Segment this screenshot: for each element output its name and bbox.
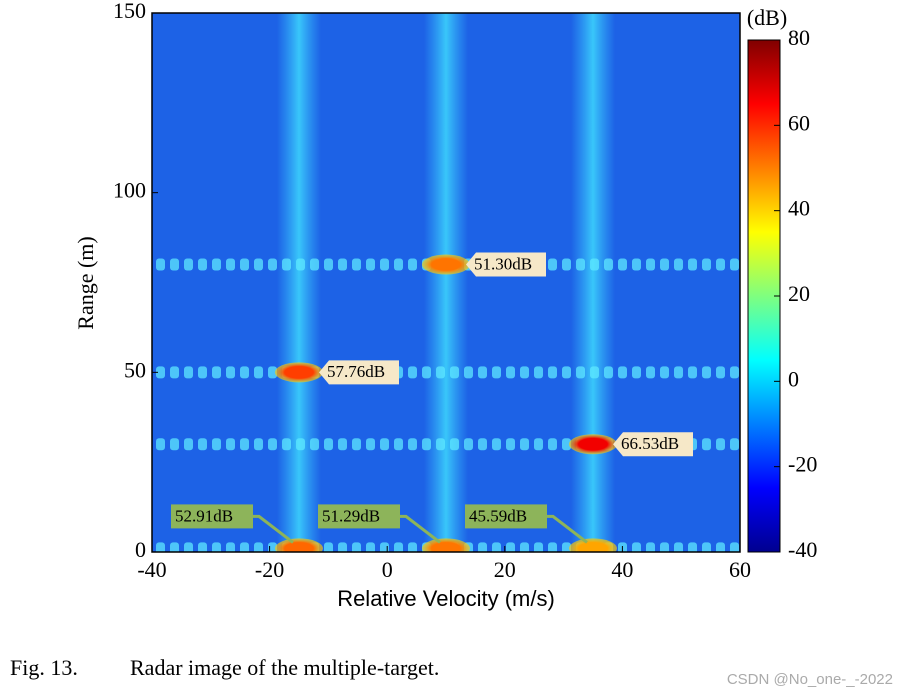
heatmap xyxy=(152,13,740,552)
colorbar-tick-label: 40 xyxy=(788,196,810,221)
plot-frame xyxy=(151,12,741,553)
label-arrow xyxy=(253,514,294,544)
label-box xyxy=(171,504,253,529)
value-label: 51.29dB xyxy=(322,506,380,525)
label-box xyxy=(613,432,693,457)
label-arrow xyxy=(547,514,588,544)
value-label: 66.53dB xyxy=(621,434,679,453)
y-tick-label: 100 xyxy=(113,178,146,203)
y-tick-label: 0 xyxy=(135,537,146,562)
colorbar-tick-label: 80 xyxy=(788,25,810,50)
label-arrow xyxy=(400,514,441,544)
label-box xyxy=(318,504,400,529)
x-tick-label: -20 xyxy=(255,557,284,582)
value-label: 45.59dB xyxy=(469,506,527,525)
colorbar-tick-label: 0 xyxy=(788,366,799,391)
watermark: CSDN @No_one-_-2022 xyxy=(727,671,893,688)
peak xyxy=(569,538,617,552)
colorbar-tick-label: 20 xyxy=(788,281,810,306)
x-axis-label: Relative Velocity (m/s) xyxy=(337,586,555,611)
x-tick-label: 40 xyxy=(611,557,633,582)
label-box xyxy=(466,252,546,277)
peak xyxy=(275,362,323,383)
colorbar-tick-label: -40 xyxy=(788,537,817,562)
colorbar-tick-label: 60 xyxy=(788,110,810,135)
value-label: 51.30dB xyxy=(474,254,532,273)
x-tick-label: -40 xyxy=(137,557,166,582)
peak xyxy=(422,254,470,275)
x-tick-label: 0 xyxy=(382,557,393,582)
peak xyxy=(422,538,470,552)
y-tick-label: 50 xyxy=(124,357,146,382)
caption-number: Fig. 13. xyxy=(10,655,78,680)
label-box xyxy=(319,360,399,385)
y-axis-label: Range (m) xyxy=(73,236,98,329)
label-box xyxy=(465,504,547,529)
peak xyxy=(275,538,323,552)
y-tick-label: 150 xyxy=(113,0,146,23)
value-label: 57.76dB xyxy=(327,362,385,381)
x-tick-label: 60 xyxy=(729,557,751,582)
peak xyxy=(569,434,617,455)
x-tick-label: 20 xyxy=(494,557,516,582)
caption-text: Radar image of the multiple-target. xyxy=(130,655,439,680)
colorbar-label: (dB) xyxy=(747,5,787,30)
colorbar-tick-label: -20 xyxy=(788,452,817,477)
value-label: 52.91dB xyxy=(175,506,233,525)
